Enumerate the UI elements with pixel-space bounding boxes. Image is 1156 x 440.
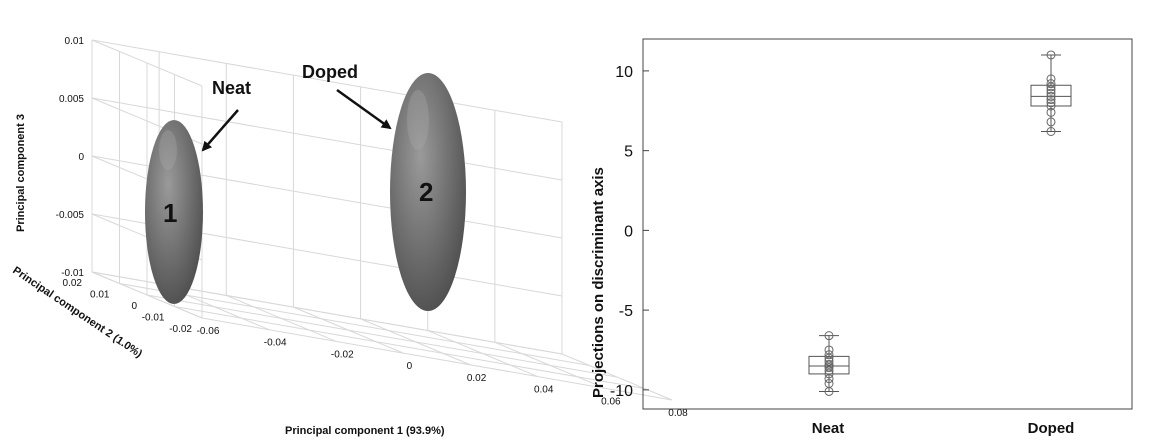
pca-z-tick-4: 0.01: [65, 36, 85, 47]
pca-grid-floor-y-1: [174, 306, 645, 389]
boxplot-y-tick-3: 5: [624, 144, 633, 161]
annotation-doped: Doped: [302, 62, 358, 82]
box-0-point-2: [824, 350, 834, 360]
boxplot-y-ticks: -10 -5 0 5 10: [610, 64, 649, 400]
box-1-point-7: [1046, 88, 1056, 98]
box-1-point-4: [1046, 98, 1056, 108]
pca-grid-left-z-4: [91, 39, 203, 87]
annotation-doped-arrow: [336, 88, 392, 130]
box-0-point-0: [824, 331, 834, 341]
box-1-point-11: [1046, 74, 1056, 84]
pca-grid-floor-y-0: [201, 317, 673, 401]
box-neat: [808, 331, 850, 396]
pca-x-tick-6: 0.06: [601, 396, 621, 407]
boxplot-frame: [642, 38, 1133, 410]
box-1-point-2: [1046, 107, 1056, 117]
ellipsoid-2: 2: [390, 73, 466, 311]
pca-z-tick-2: 0: [78, 152, 84, 163]
ellipsoid-2-shape: [390, 73, 466, 311]
pca-grid-floor-y-3: [119, 283, 590, 366]
boxplot-y-tick-1: -5: [619, 303, 633, 320]
annotation-neat-arrow: [201, 109, 239, 152]
ellipsoid-1: 1: [145, 120, 203, 304]
pca-x-tick-7: 0.08: [668, 408, 688, 419]
pca-x-tick-4: 0.02: [467, 373, 487, 384]
box-1-point-3: [1046, 101, 1056, 111]
box-0-point-12: [824, 386, 834, 396]
ellipsoid-1-highlight: [159, 130, 177, 170]
pca-ticks: -0.01 -0.005 0 0.005 0.01 -0.02 -0.01 0 0.01 0.02…: [56, 36, 689, 419]
pca-y-tick-2: 0: [131, 301, 137, 312]
box-1-point-0: [1046, 127, 1056, 136]
box-1-point-5: [1046, 95, 1056, 105]
pca-grid-back-z-4: [91, 39, 563, 123]
box-0-point-7: [824, 363, 834, 373]
pca-x-tick-3: 0: [407, 361, 413, 372]
ellipsoid-1-shape: [145, 120, 203, 304]
box-1-point-6: [1046, 91, 1056, 101]
box-1-point-8: [1046, 85, 1056, 95]
pca-x-tick-5: 0.04: [534, 385, 554, 396]
pca-y-tick-3: 0.01: [90, 290, 110, 301]
box-plot: -10 -5 0 5 10 Projections on discriminant ax…: [590, 38, 1133, 437]
pca-x-tick-2: -0.02: [331, 349, 354, 360]
pca-z-tick-1: -0.005: [56, 210, 85, 221]
box-1-point-1: [1046, 117, 1056, 127]
ellipsoid-1-label: 1: [163, 198, 177, 228]
pca-y-tick-0: -0.02: [169, 324, 192, 335]
ellipsoid-2-label: 2: [419, 177, 433, 207]
pca-x-tick-1: -0.04: [264, 338, 287, 349]
annotation-neat: Neat: [212, 78, 251, 98]
pca-y-tick-4: 0.02: [63, 278, 83, 289]
boxplot-marks: [808, 50, 1072, 396]
pca-y-tick-1: -0.01: [142, 313, 165, 324]
pca-z-tick-3: 0.005: [59, 94, 84, 105]
pca-x-tick-0: -0.06: [197, 326, 220, 337]
box-1-point-10: [1046, 79, 1056, 89]
ellipsoid-2-highlight: [407, 90, 429, 150]
boxplot-x-tick-doped: Doped: [1028, 420, 1075, 437]
boxplot-y-tick-0: -10: [610, 383, 633, 400]
pca-x-axis-label: Principal component 1 (93.9%): [285, 425, 445, 437]
boxplot-y-axis-label: Projections on discriminant axis: [590, 167, 607, 398]
box-doped: [1030, 50, 1072, 136]
boxplot-y-tick-4: 10: [615, 64, 633, 81]
box-1-point-12: [1046, 50, 1056, 60]
pca-z-tick-0: -0.01: [61, 268, 84, 279]
boxplot-y-tick-2: 0: [624, 223, 633, 240]
pca-grid-floor-y-2: [146, 294, 618, 378]
box-0-point-10: [824, 374, 834, 384]
pca-grid-back-z-3: [91, 97, 563, 181]
pca-z-axis-label: Principal component 3: [15, 114, 27, 232]
boxplot-x-tick-neat: Neat: [812, 420, 845, 437]
pca-3d-plot: -0.01 -0.005 0 0.005 0.01 -0.02 -0.01 0 0.01 0.02…: [10, 36, 688, 437]
box-0-point-9: [824, 369, 834, 379]
box-0-point-4: [824, 356, 834, 366]
